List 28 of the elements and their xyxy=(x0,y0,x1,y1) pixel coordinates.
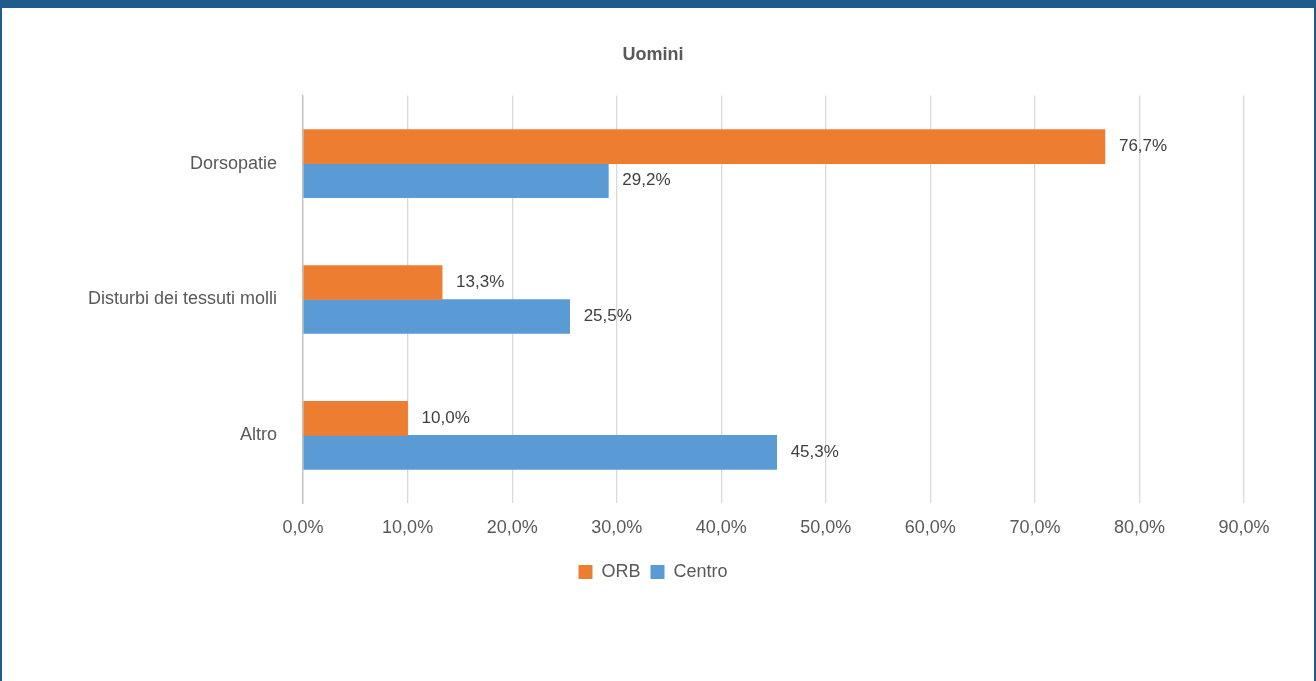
x-tick-label: 50,0% xyxy=(800,517,852,538)
bar xyxy=(303,129,1106,164)
legend-label: ORB xyxy=(601,560,641,581)
bar xyxy=(303,299,570,334)
legend-label: Centro xyxy=(673,560,728,581)
bar xyxy=(303,163,609,198)
data-label: 45,3% xyxy=(790,442,839,462)
bar xyxy=(303,265,443,300)
bar xyxy=(303,401,408,436)
y-tick-label: Disturbi dei tessuti molli xyxy=(88,288,278,309)
data-label: 29,2% xyxy=(622,170,671,190)
x-tick-label: 10,0% xyxy=(382,517,434,538)
x-tick-label: 20,0% xyxy=(486,517,538,538)
x-tick-label: 80,0% xyxy=(1113,517,1165,538)
bar xyxy=(303,435,777,470)
data-label: 10,0% xyxy=(421,408,470,428)
x-tick-label: 40,0% xyxy=(695,517,747,538)
chart-title: Uomini xyxy=(622,43,684,64)
x-tick-label: 60,0% xyxy=(904,517,956,538)
data-label: 25,5% xyxy=(583,306,632,326)
y-tick-label: Altro xyxy=(240,424,278,445)
x-tick-label: 30,0% xyxy=(591,517,643,538)
x-tick-label: 0,0% xyxy=(282,517,324,538)
y-tick-label: Dorsopatie xyxy=(190,152,278,173)
data-label: 76,7% xyxy=(1118,136,1168,156)
data-label: 13,3% xyxy=(456,272,505,292)
x-tick-label: 70,0% xyxy=(1009,517,1061,538)
x-tick-label: 90,0% xyxy=(1218,517,1270,538)
